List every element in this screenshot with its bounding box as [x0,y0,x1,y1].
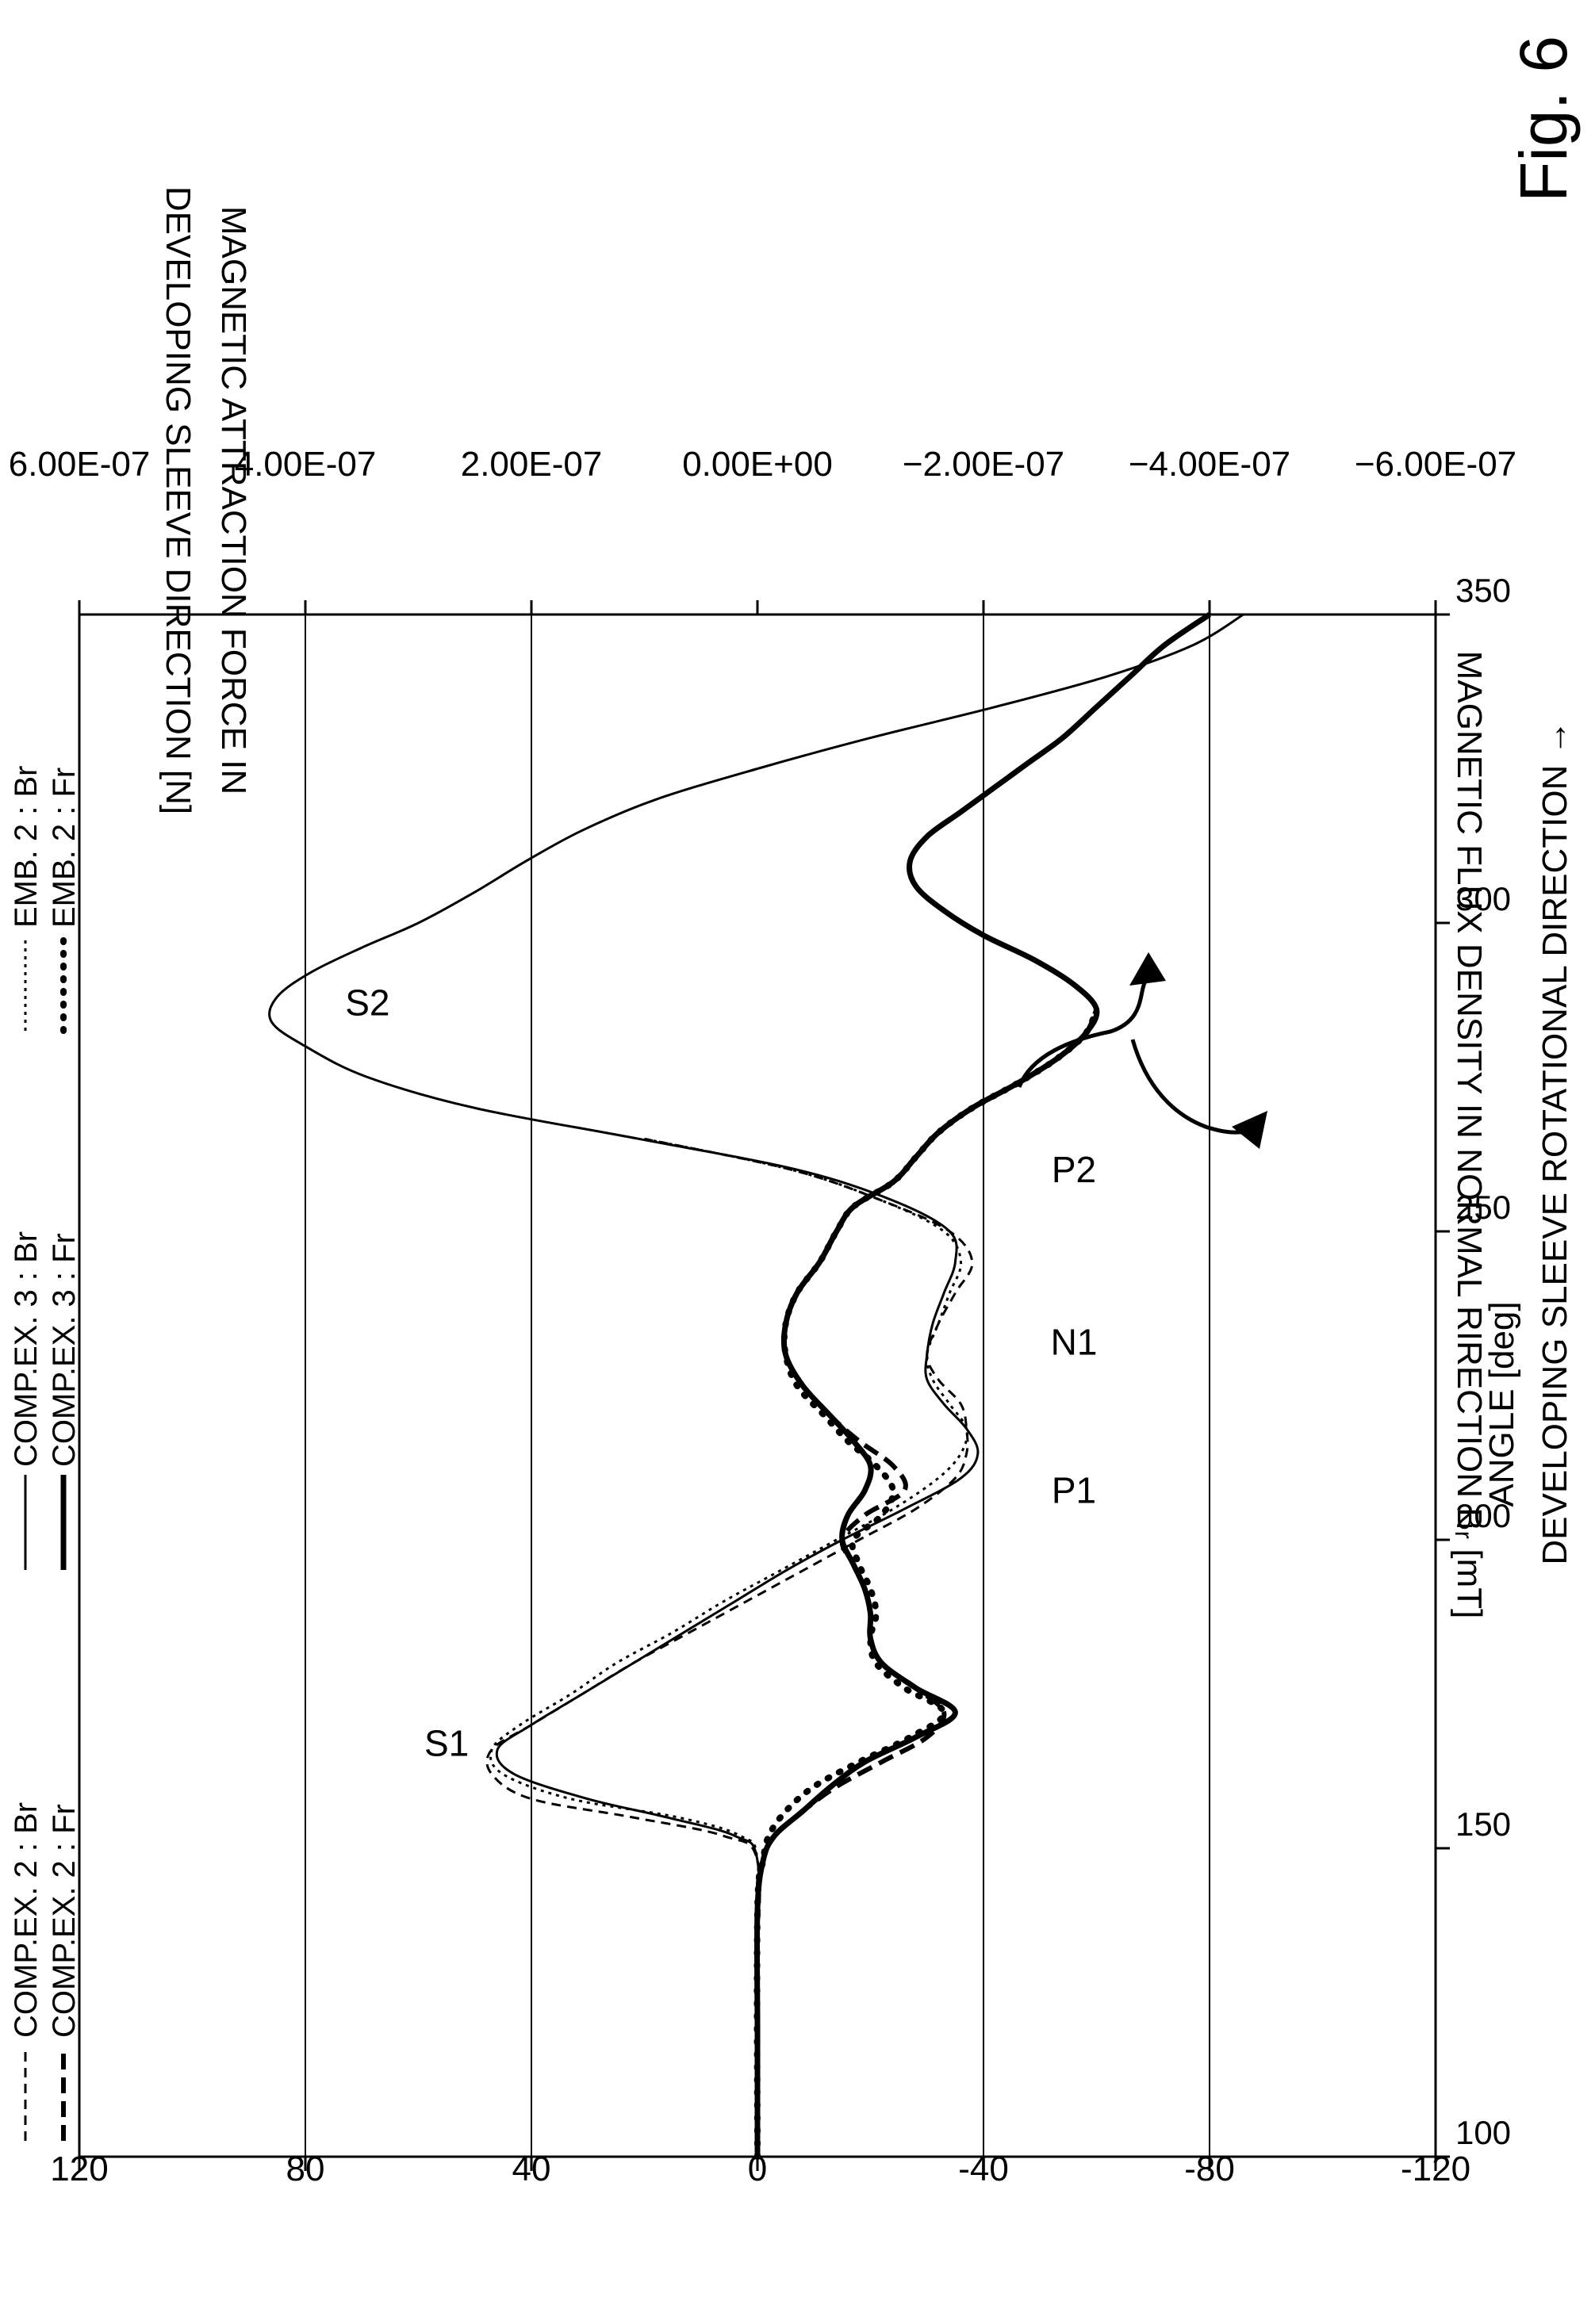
annotation-s2: S2 [345,982,389,1024]
annotation-s1: S1 [424,1722,469,1763]
legend-label-0: COMP.EX. 2 : Br [9,1802,44,2038]
x-tick-label-2: 200 [1455,1497,1511,1534]
y-tick-label-3: 0 [748,2150,767,2188]
x-tick-label-0: 100 [1455,2114,1511,2151]
legend-label-4: EMB. 2 : Br [9,766,44,928]
y2-axis-title-line1: MAGNETIC ATTRACTION FORCE IN [214,206,253,794]
x-axis-title: ANGLE [deg] [1482,1301,1521,1507]
y-tick-label-2: 40 [512,2150,551,2188]
x-axis-subtitle: DEVELOPING SLEEVE ROTATIONAL DIRECTION → [1536,720,1574,1564]
x-tick-label-4: 300 [1455,880,1511,917]
y2-tick-label-6: −6.00E-07 [1355,445,1516,484]
y2-tick-label-0: 6.00E-07 [9,445,151,484]
y2-tick-label-2: 2.00E-07 [461,445,603,484]
legend-label-2: COMP.EX. 3 : Br [9,1231,44,1467]
chart-rotated-group: MAGNETIC FLUX DENSITY IN NORMAL RIRECTIO… [9,186,1574,2188]
y-axis-title: MAGNETIC FLUX DENSITY IN NORMAL RIRECTIO… [1450,651,1489,1619]
direction-arrow-left [1017,978,1148,1088]
figure-label: Fig. 6 [1506,36,1581,202]
gridlines [305,615,1210,2157]
annotation-p1: P1 [1052,1469,1096,1510]
annotation-p2: P2 [1052,1149,1096,1190]
y-tick-label-0: 120 [50,2150,108,2188]
direction-arrow-right [1130,1039,1259,1137]
direction-arrow-left-head [1129,952,1166,986]
annotations: S1 S2 P1 N1 P2 [345,982,1097,1764]
legend-label-1: COMP.EX. 2 : Fr [47,1804,82,2038]
y-tick-label-6: -120 [1401,2150,1470,2188]
series-line-emb-2-fr [753,1005,1100,2160]
direction-arrows [1017,952,1267,1149]
legend: COMP.EX. 2 : Br COMP.EX. 2 : Fr COMP.EX. 3… [9,766,82,2141]
y2-tick-label-3: 0.00E+00 [682,445,833,484]
y2-tick-label-1: 4.00E-07 [235,445,377,484]
series-group [268,612,1244,2160]
annotation-n1: N1 [1051,1322,1098,1363]
y2-axis-title-line2: DEVELOPING SLEEVE DIRECTION [N] [159,186,197,814]
y2-tick-label-4: −2.00E-07 [903,445,1064,484]
y-tick-label-5: -80 [1184,2150,1235,2188]
series-line-emb-2-br [489,1137,968,2157]
plot-area: S1 S2 P1 N1 P2 [78,612,1437,2160]
y-tick-label-1: 80 [286,2150,325,2188]
x-tick-label-5: 350 [1455,572,1511,609]
legend-label-5: EMB. 2 : Fr [47,768,82,928]
y2-tick-label-5: −4.00E-07 [1129,445,1290,484]
y-tick-label-4: -40 [958,2150,1009,2188]
x-tick-label-3: 250 [1455,1189,1511,1226]
x-tick-label-1: 150 [1455,1805,1511,1843]
series-line-comp-ex-2-fr [754,1008,1099,2157]
tick-labels: 100 150 200 250 300 350 120 80 40 0 -40 -80 -120 6.00… [9,445,1516,2188]
legend-label-3: COMP.EX. 3 : Fr [47,1233,82,1467]
direction-arrow-right-head [1232,1111,1267,1149]
series-line-comp-ex-2-br [485,1137,974,2157]
